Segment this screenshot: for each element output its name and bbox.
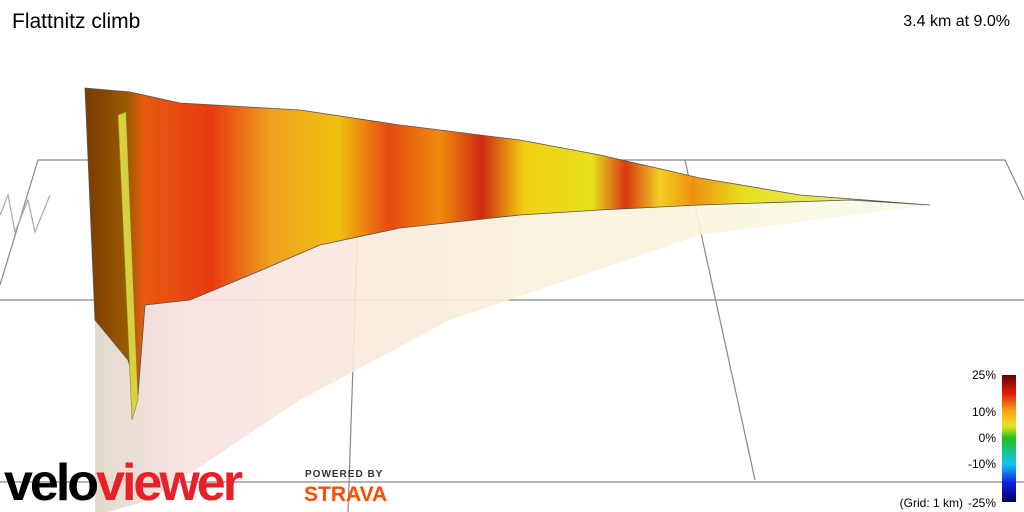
ribbon-fold [117,111,139,421]
summary: 3.4 km at 9.0% [903,13,1010,30]
title: Flattnitz climb [12,10,140,33]
logo: veloviewer [4,454,243,512]
logo-viewer: viewer [96,454,243,512]
strava: STRAVA [304,483,387,506]
scale-label: 0% [979,431,997,445]
ribbon-shadow [95,200,930,512]
scale-label: 25% [972,368,996,382]
powered-by: POWERED BY [305,469,383,480]
grid-note: (Grid: 1 km) [900,496,963,510]
grid-mark [0,192,51,235]
scale-label: -10% [968,457,996,471]
scale-label: -25% [968,496,996,510]
logo-velo: velo [4,454,97,512]
climb-ribbon [84,87,931,396]
grid-line [1004,159,1024,201]
color-scale [1002,375,1016,502]
scale-label: 10% [972,405,996,419]
scale-labels: 25% 10% 0% -10% -25% (Grid: 1 km) [900,368,997,510]
